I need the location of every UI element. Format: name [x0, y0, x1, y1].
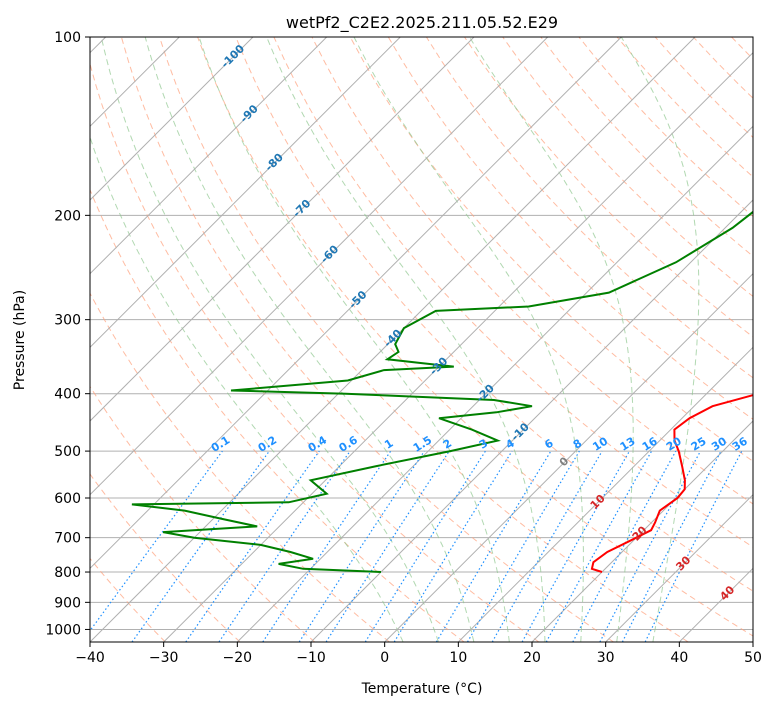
isotherm-line — [457, 346, 753, 642]
y-tick-label: 800 — [54, 565, 81, 581]
isotherm-line — [90, 37, 254, 201]
dry-adiabat-line — [90, 385, 316, 642]
isotherm-line — [90, 37, 401, 349]
x-tick-label: 10 — [449, 650, 467, 666]
x-tick-label: −20 — [223, 650, 253, 666]
y-tick-label: 300 — [54, 313, 81, 329]
mixing-ratio-line — [298, 450, 425, 642]
dry-adiabat-line — [464, 37, 753, 338]
isotherm-line — [236, 125, 753, 642]
mixing-ratio-line — [325, 450, 450, 642]
x-tick-label: 20 — [523, 650, 541, 666]
plot-frame — [89, 36, 754, 643]
moist-adiabat-line — [90, 135, 404, 642]
y-tick-label: 400 — [54, 387, 81, 403]
isotherm-line — [90, 37, 328, 275]
dry-adiabat-line — [387, 37, 753, 420]
y-axis-label: Pressure (hPa) — [12, 290, 28, 390]
temperature-profile-line — [590, 394, 753, 573]
isotherm-line — [163, 51, 753, 642]
dewpoint-profile-line — [131, 210, 753, 573]
x-axis-label: Temperature (°C) — [361, 681, 483, 697]
dry-adiabat-line — [235, 37, 753, 592]
isotherm-line — [90, 37, 622, 570]
x-tick-label: −40 — [75, 650, 105, 666]
isotherm-line — [90, 37, 549, 496]
y-tick-label: 1000 — [45, 622, 81, 638]
moist-adiabat-line — [198, 37, 510, 642]
dry-adiabat-line — [311, 37, 753, 505]
mixing-ratio-line — [521, 450, 631, 642]
dry-adiabat-line — [349, 37, 753, 462]
moist-adiabat-line — [620, 37, 700, 642]
chart-title: wetPf2_C2E2.2025.211.05.52.E29 — [286, 13, 558, 33]
moist-adiabat-line — [100, 37, 439, 642]
y-tick-label: 700 — [54, 531, 81, 547]
dry-adiabat-line — [90, 188, 465, 642]
moist-adiabat-line — [144, 37, 475, 642]
dry-adiabat-line — [90, 473, 241, 642]
y-tick-label: 900 — [54, 595, 81, 611]
dry-adiabat-line — [502, 37, 753, 298]
y-tick-label: 600 — [54, 491, 81, 507]
isotherm-line — [384, 272, 753, 642]
isotherm-line — [90, 37, 696, 642]
mixing-ratio-lines — [90, 450, 743, 642]
sounding-profiles — [131, 210, 753, 573]
dry-adiabat-line — [120, 37, 614, 642]
mixing-ratio-line — [131, 450, 270, 642]
moist-adiabat-line — [353, 37, 584, 642]
isotherm-line — [531, 420, 753, 642]
mixing-ratio-line — [262, 450, 392, 642]
moist-adiabat-line — [266, 37, 546, 642]
mixing-ratio-line — [545, 450, 653, 642]
dry-adiabat-line — [90, 62, 540, 642]
mixing-ratio-line — [644, 450, 743, 642]
mixing-ratio-line — [218, 450, 351, 642]
mixing-ratio-line — [572, 450, 677, 642]
y-tick-label: 200 — [54, 208, 81, 224]
isotherm-line — [90, 37, 475, 422]
y-tick-label: 500 — [54, 444, 81, 460]
isotherm-line — [310, 199, 753, 642]
x-tick-label: 40 — [670, 650, 688, 666]
y-tick-label: 100 — [54, 30, 81, 46]
mixing-ratio-line — [90, 450, 223, 632]
y-axis-ticks: 100 200 300 400 500 600 700 800 900 1000 — [45, 30, 90, 638]
x-tick-label: 30 — [597, 650, 615, 666]
mixing-ratio-line — [393, 450, 513, 642]
x-axis-ticks: −40 −30 −20 −10 0 10 20 30 40 50 — [75, 642, 762, 666]
x-tick-label: −30 — [149, 650, 179, 666]
isotherms — [90, 37, 753, 642]
x-tick-label: −10 — [296, 650, 326, 666]
x-tick-label: 50 — [744, 650, 762, 666]
isotherm-line — [605, 493, 753, 642]
dry-adiabat-line — [159, 37, 689, 642]
dry-adiabat-line — [90, 292, 390, 642]
dry-adiabat-line — [273, 37, 753, 548]
mixing-ratio-line — [185, 450, 320, 642]
x-tick-label: 0 — [380, 650, 389, 666]
